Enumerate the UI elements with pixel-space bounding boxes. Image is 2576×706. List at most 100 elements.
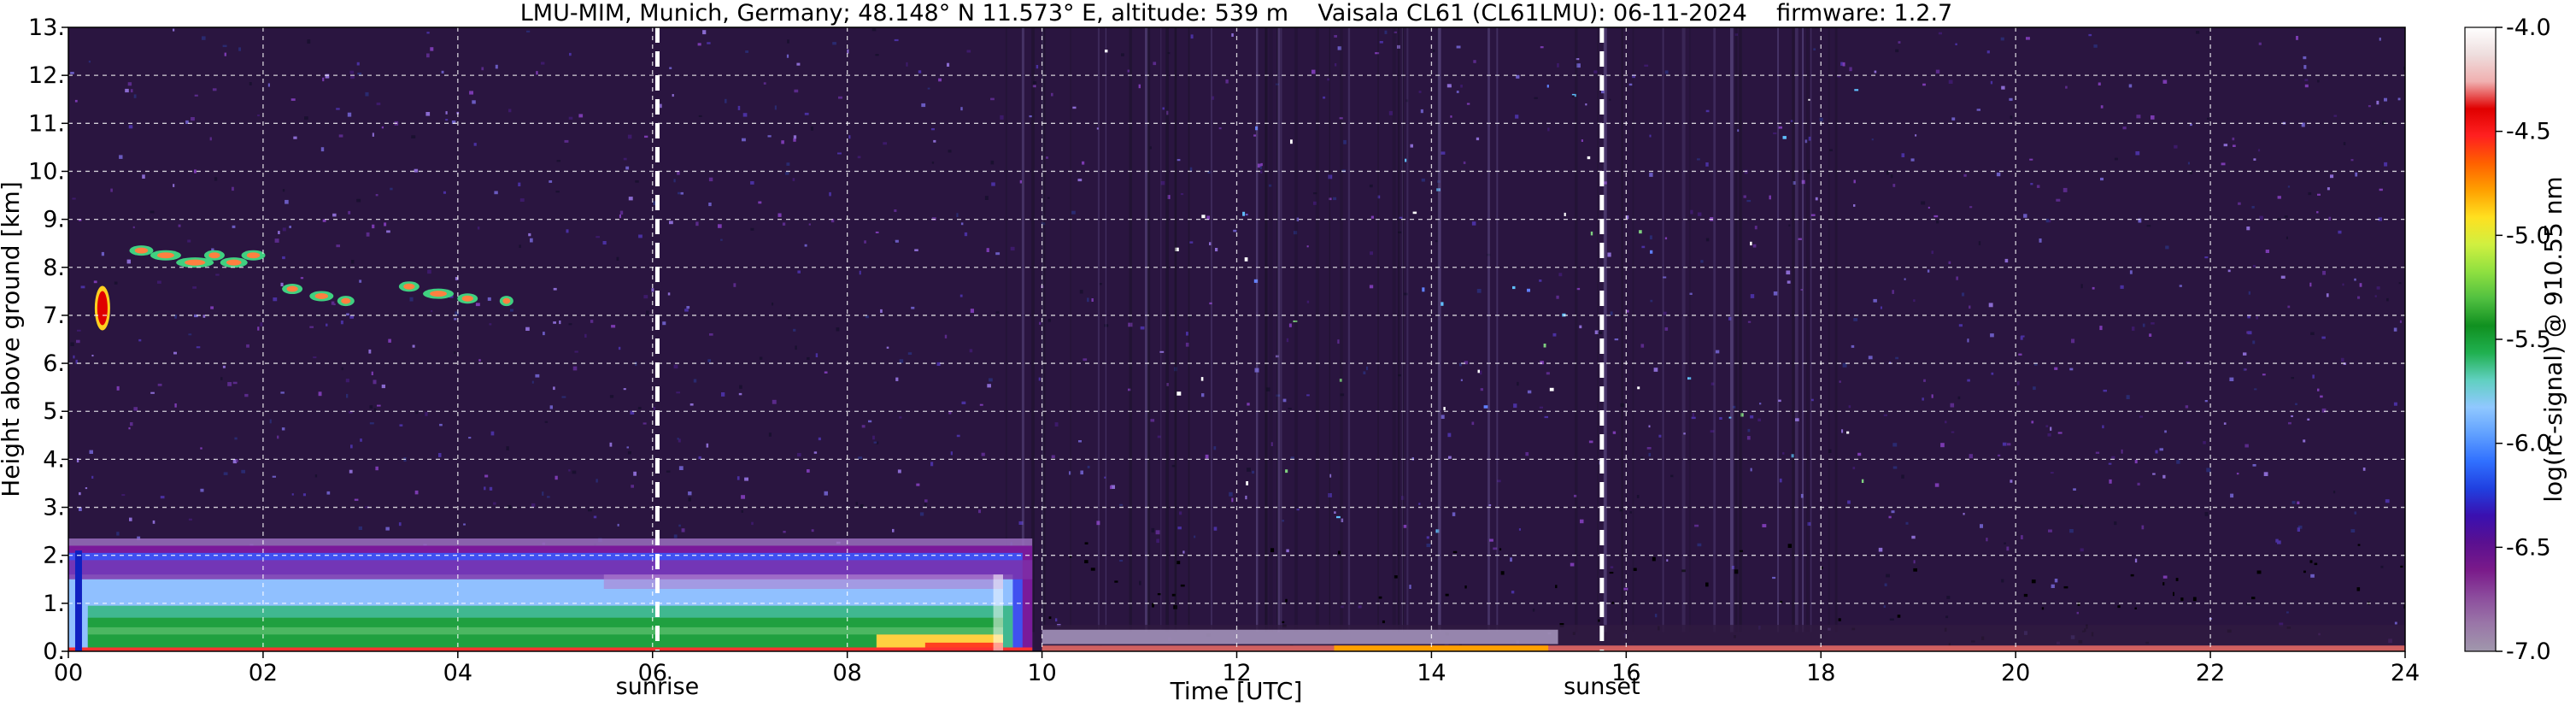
- noise-speckle: [1754, 226, 1757, 230]
- noise-speckle: [133, 407, 138, 411]
- noise-speckle: [1080, 470, 1083, 475]
- noise-speckle: [1648, 425, 1651, 428]
- noise-speckle: [1340, 393, 1345, 397]
- x-tick-label: 10: [1027, 660, 1056, 686]
- noise-speckle: [1114, 580, 1118, 583]
- noise-speckle: [2303, 65, 2307, 69]
- noise-speckle: [2108, 462, 2112, 465]
- noise-speckle: [2207, 117, 2209, 121]
- noise-speckle: [2257, 149, 2261, 152]
- noise-streak: [1175, 27, 1177, 632]
- y-tick-label: 4.: [43, 446, 65, 473]
- noise-speckle: [931, 162, 935, 164]
- noise-speckle: [300, 277, 304, 279]
- noise-speckle: [1471, 221, 1476, 226]
- noise-speckle: [793, 135, 797, 139]
- noise-speckle: [1571, 95, 1575, 97]
- noise-speckle: [543, 332, 545, 336]
- noise-speckle: [2093, 44, 2098, 48]
- noise-speckle: [1593, 70, 1598, 74]
- noise-speckle: [578, 114, 584, 118]
- noise-speckle: [1570, 562, 1575, 567]
- noise-speckle: [1087, 297, 1089, 303]
- noise-speckle: [1934, 483, 1939, 487]
- noise-speckle: [1819, 117, 1823, 121]
- noise-speckle: [508, 109, 512, 113]
- noise-speckle: [2057, 432, 2063, 434]
- noise-speckle: [1922, 397, 1924, 401]
- noise-speckle: [824, 371, 828, 374]
- noise-speckle: [807, 469, 810, 473]
- noise-speckle: [725, 98, 727, 103]
- noise-speckle: [1480, 388, 1483, 391]
- noise-speckle: [356, 62, 360, 66]
- noise-speckle: [2050, 472, 2054, 474]
- noise-speckle: [2173, 591, 2174, 597]
- noise-speckle: [174, 315, 177, 319]
- noise-speckle: [864, 240, 866, 244]
- noise-speckle: [836, 327, 840, 332]
- noise-speckle: [1370, 215, 1374, 219]
- noise-speckle: [787, 39, 789, 44]
- noise-speckle: [2310, 332, 2315, 335]
- noise-speckle: [2033, 386, 2036, 391]
- noise-speckle: [2303, 56, 2307, 60]
- noise-speckle: [1683, 432, 1686, 435]
- noise-speckle: [412, 344, 415, 348]
- noise-speckle: [2236, 473, 2239, 475]
- noise-speckle: [220, 377, 223, 380]
- noise-speckle: [1487, 253, 1491, 256]
- noise-speckle: [1705, 582, 1709, 587]
- noise-speckle: [1978, 241, 1981, 245]
- noise-speckle: [1201, 393, 1205, 397]
- noise-speckle: [202, 36, 206, 40]
- noise-speckle: [564, 139, 569, 143]
- noise-speckle: [1861, 479, 1864, 483]
- noise-speckle: [2310, 574, 2315, 578]
- noise-speckle: [1886, 171, 1889, 175]
- noise-speckle: [2256, 316, 2258, 320]
- noise-speckle: [2122, 126, 2127, 130]
- noise-speckle: [381, 126, 384, 129]
- noise-speckle: [1697, 543, 1702, 547]
- noise-speckle: [596, 479, 598, 483]
- noise-speckle: [1511, 591, 1515, 594]
- noise-speckle: [2321, 408, 2327, 413]
- noise-speckle: [1110, 485, 1112, 490]
- noise-speckle: [899, 359, 904, 363]
- noise-speckle: [697, 43, 701, 46]
- noise-speckle: [1175, 247, 1179, 251]
- noise-speckle: [336, 108, 340, 110]
- noise-speckle: [1852, 467, 1856, 470]
- noise-speckle: [2051, 584, 2055, 588]
- noise-speckle: [366, 232, 370, 237]
- noise-speckle: [596, 236, 600, 238]
- noise-speckle: [1087, 465, 1090, 468]
- noise-speckle: [838, 96, 842, 99]
- noise-speckle: [1787, 544, 1792, 548]
- noise-streak: [1160, 27, 1162, 632]
- noise-speckle: [1207, 171, 1211, 174]
- noise-speckle: [1046, 156, 1048, 159]
- noise-speckle: [425, 112, 431, 116]
- noise-speckle: [1988, 303, 1993, 308]
- noise-speckle: [2164, 430, 2167, 433]
- noise-speckle: [178, 224, 181, 227]
- noise-speckle: [1892, 184, 1896, 187]
- noise-speckle: [1225, 79, 1229, 84]
- noise-streak: [1031, 27, 1035, 632]
- noise-speckle: [454, 318, 457, 321]
- noise-speckle: [2152, 473, 2156, 475]
- noise-speckle: [633, 471, 637, 476]
- noise-speckle: [1047, 197, 1050, 199]
- noise-speckle: [1874, 70, 1877, 74]
- noise-speckle: [1398, 231, 1402, 233]
- noise-speckle: [359, 279, 362, 283]
- noise-speckle: [1963, 174, 1967, 177]
- noise-speckle: [672, 94, 674, 97]
- noise-speckle: [2069, 368, 2074, 371]
- noise-speckle: [2357, 544, 2361, 546]
- noise-speckle: [2393, 327, 2397, 332]
- noise-speckle: [930, 462, 934, 467]
- cirrus-fragment-core: [341, 297, 351, 304]
